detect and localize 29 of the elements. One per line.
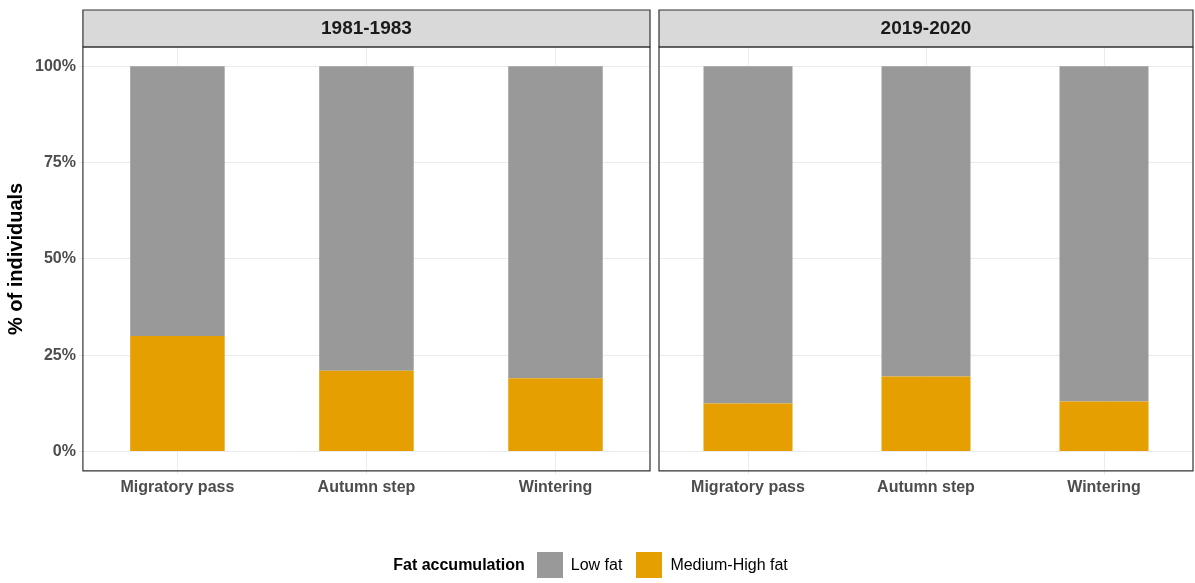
x-tick-label: Wintering <box>1067 477 1141 495</box>
y-tick-label: 100% <box>35 56 76 74</box>
legend-title: Fat accumulation <box>393 556 525 574</box>
chart-title: 1981-1983 <box>321 17 412 39</box>
bar <box>130 66 225 336</box>
bar <box>508 66 603 379</box>
x-tick-label: Migratory pass <box>691 477 806 495</box>
x-tick-label: Autumn step <box>317 477 416 495</box>
bar <box>1059 401 1149 452</box>
x-tick-label: Wintering <box>518 477 593 495</box>
y-tick-label: 0% <box>52 441 76 459</box>
legend-label: Low fat <box>570 556 623 574</box>
bar <box>881 376 971 452</box>
legend-label: Medium-High fat <box>670 556 788 574</box>
bar <box>319 370 414 452</box>
y-tick-label: 75% <box>43 152 76 170</box>
y-axis-title: % of individuals <box>3 182 26 336</box>
bar <box>319 66 414 371</box>
bar <box>703 403 793 452</box>
bar <box>1059 66 1149 402</box>
bar <box>508 378 603 452</box>
x-tick-label: Autumn step <box>877 477 976 495</box>
bar <box>703 66 793 404</box>
x-tick-label: Migratory pass <box>120 477 235 495</box>
chart-title: 2019-2020 <box>880 17 972 39</box>
y-tick-label: 50% <box>43 249 76 267</box>
bar <box>130 335 225 452</box>
y-tick-label: 25% <box>43 345 76 363</box>
bar <box>881 66 971 377</box>
